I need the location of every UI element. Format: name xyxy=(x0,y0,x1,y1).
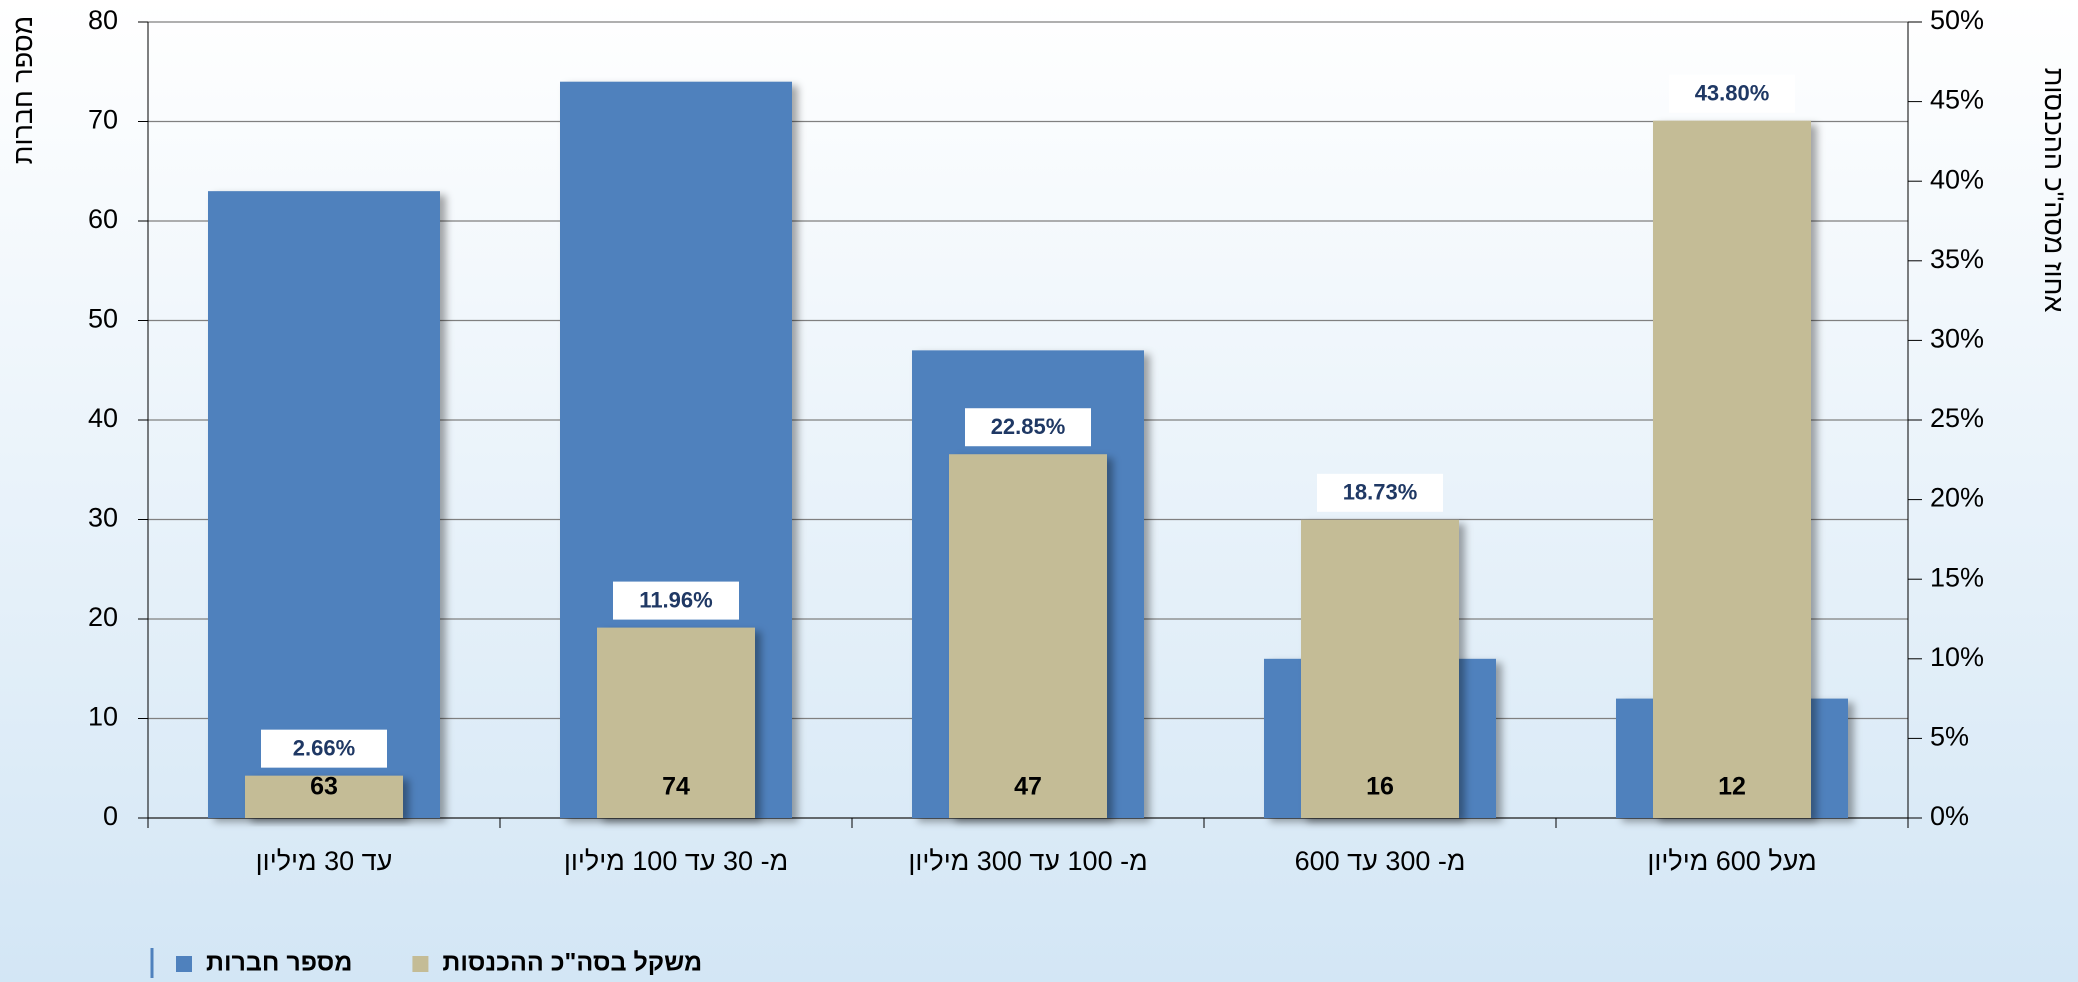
y-tick-label: 10 xyxy=(88,702,118,732)
bar xyxy=(1301,519,1459,818)
y2-tick-label: 5% xyxy=(1930,722,1969,752)
y-tick-label: 60 xyxy=(88,204,118,234)
value-label-box xyxy=(1317,473,1443,512)
bar xyxy=(949,454,1107,818)
x-tick-label: עד 30 מיליון xyxy=(256,846,393,876)
y2-tick-label: 10% xyxy=(1930,642,1984,672)
y2-axis-label: אחוז מסה"כ ההכנסות xyxy=(2039,68,2069,313)
value-label: 74 xyxy=(662,773,690,801)
value-label: 22.85% xyxy=(991,414,1066,439)
bar xyxy=(245,775,403,818)
legend-swatch xyxy=(412,956,429,972)
value-label-box xyxy=(261,729,387,768)
y2-tick-label: 25% xyxy=(1930,403,1984,433)
y2-tick-label: 40% xyxy=(1930,164,1984,194)
value-label: 63 xyxy=(310,773,338,801)
value-label-box xyxy=(1669,74,1795,113)
y2-tick-label: 45% xyxy=(1930,85,1984,115)
bar xyxy=(597,627,755,818)
value-label: 2.66% xyxy=(293,735,355,760)
value-label-box xyxy=(613,581,739,620)
x-tick-label: מעל 600 מיליון xyxy=(1647,846,1816,876)
y2-tick-label: 35% xyxy=(1930,244,1984,274)
y-tick-label: 80 xyxy=(88,5,118,35)
legend-swatch xyxy=(176,956,192,972)
y2-tick-label: 0% xyxy=(1930,801,1969,831)
x-tick-label: מ- 100 עד 300 מיליון xyxy=(908,846,1147,876)
y-tick-label: 30 xyxy=(88,503,118,533)
y2-tick-label: 30% xyxy=(1930,324,1984,354)
y-tick-label: 0 xyxy=(103,801,118,831)
value-label: 43.80% xyxy=(1695,81,1770,106)
y-tick-label: 70 xyxy=(88,105,118,135)
x-tick-label: מ- 300 עד 600 xyxy=(1295,846,1466,876)
y-tick-label: 40 xyxy=(88,403,118,433)
y-tick-label: 50 xyxy=(88,304,118,334)
y2-tick-label: 20% xyxy=(1930,483,1984,513)
y2-tick-label: 50% xyxy=(1930,5,1984,35)
value-label: 11.96% xyxy=(639,587,712,612)
value-label: 18.73% xyxy=(1343,480,1418,505)
legend-label: מספר חברות xyxy=(206,949,352,977)
y2-tick-label: 15% xyxy=(1930,562,1984,592)
legend-label: משקל בסה"כ ההכנסות xyxy=(442,949,702,977)
value-label: 12 xyxy=(1718,773,1746,801)
value-label-box xyxy=(965,408,1091,447)
bar xyxy=(208,191,440,818)
x-tick-label: מ- 30 עד 100 מיליון xyxy=(564,846,788,876)
value-label: 16 xyxy=(1366,773,1394,801)
y-axis-label: מספר חברות xyxy=(8,16,38,164)
value-label: 47 xyxy=(1014,773,1042,801)
y-tick-label: 20 xyxy=(88,602,118,632)
bar xyxy=(1653,120,1811,819)
